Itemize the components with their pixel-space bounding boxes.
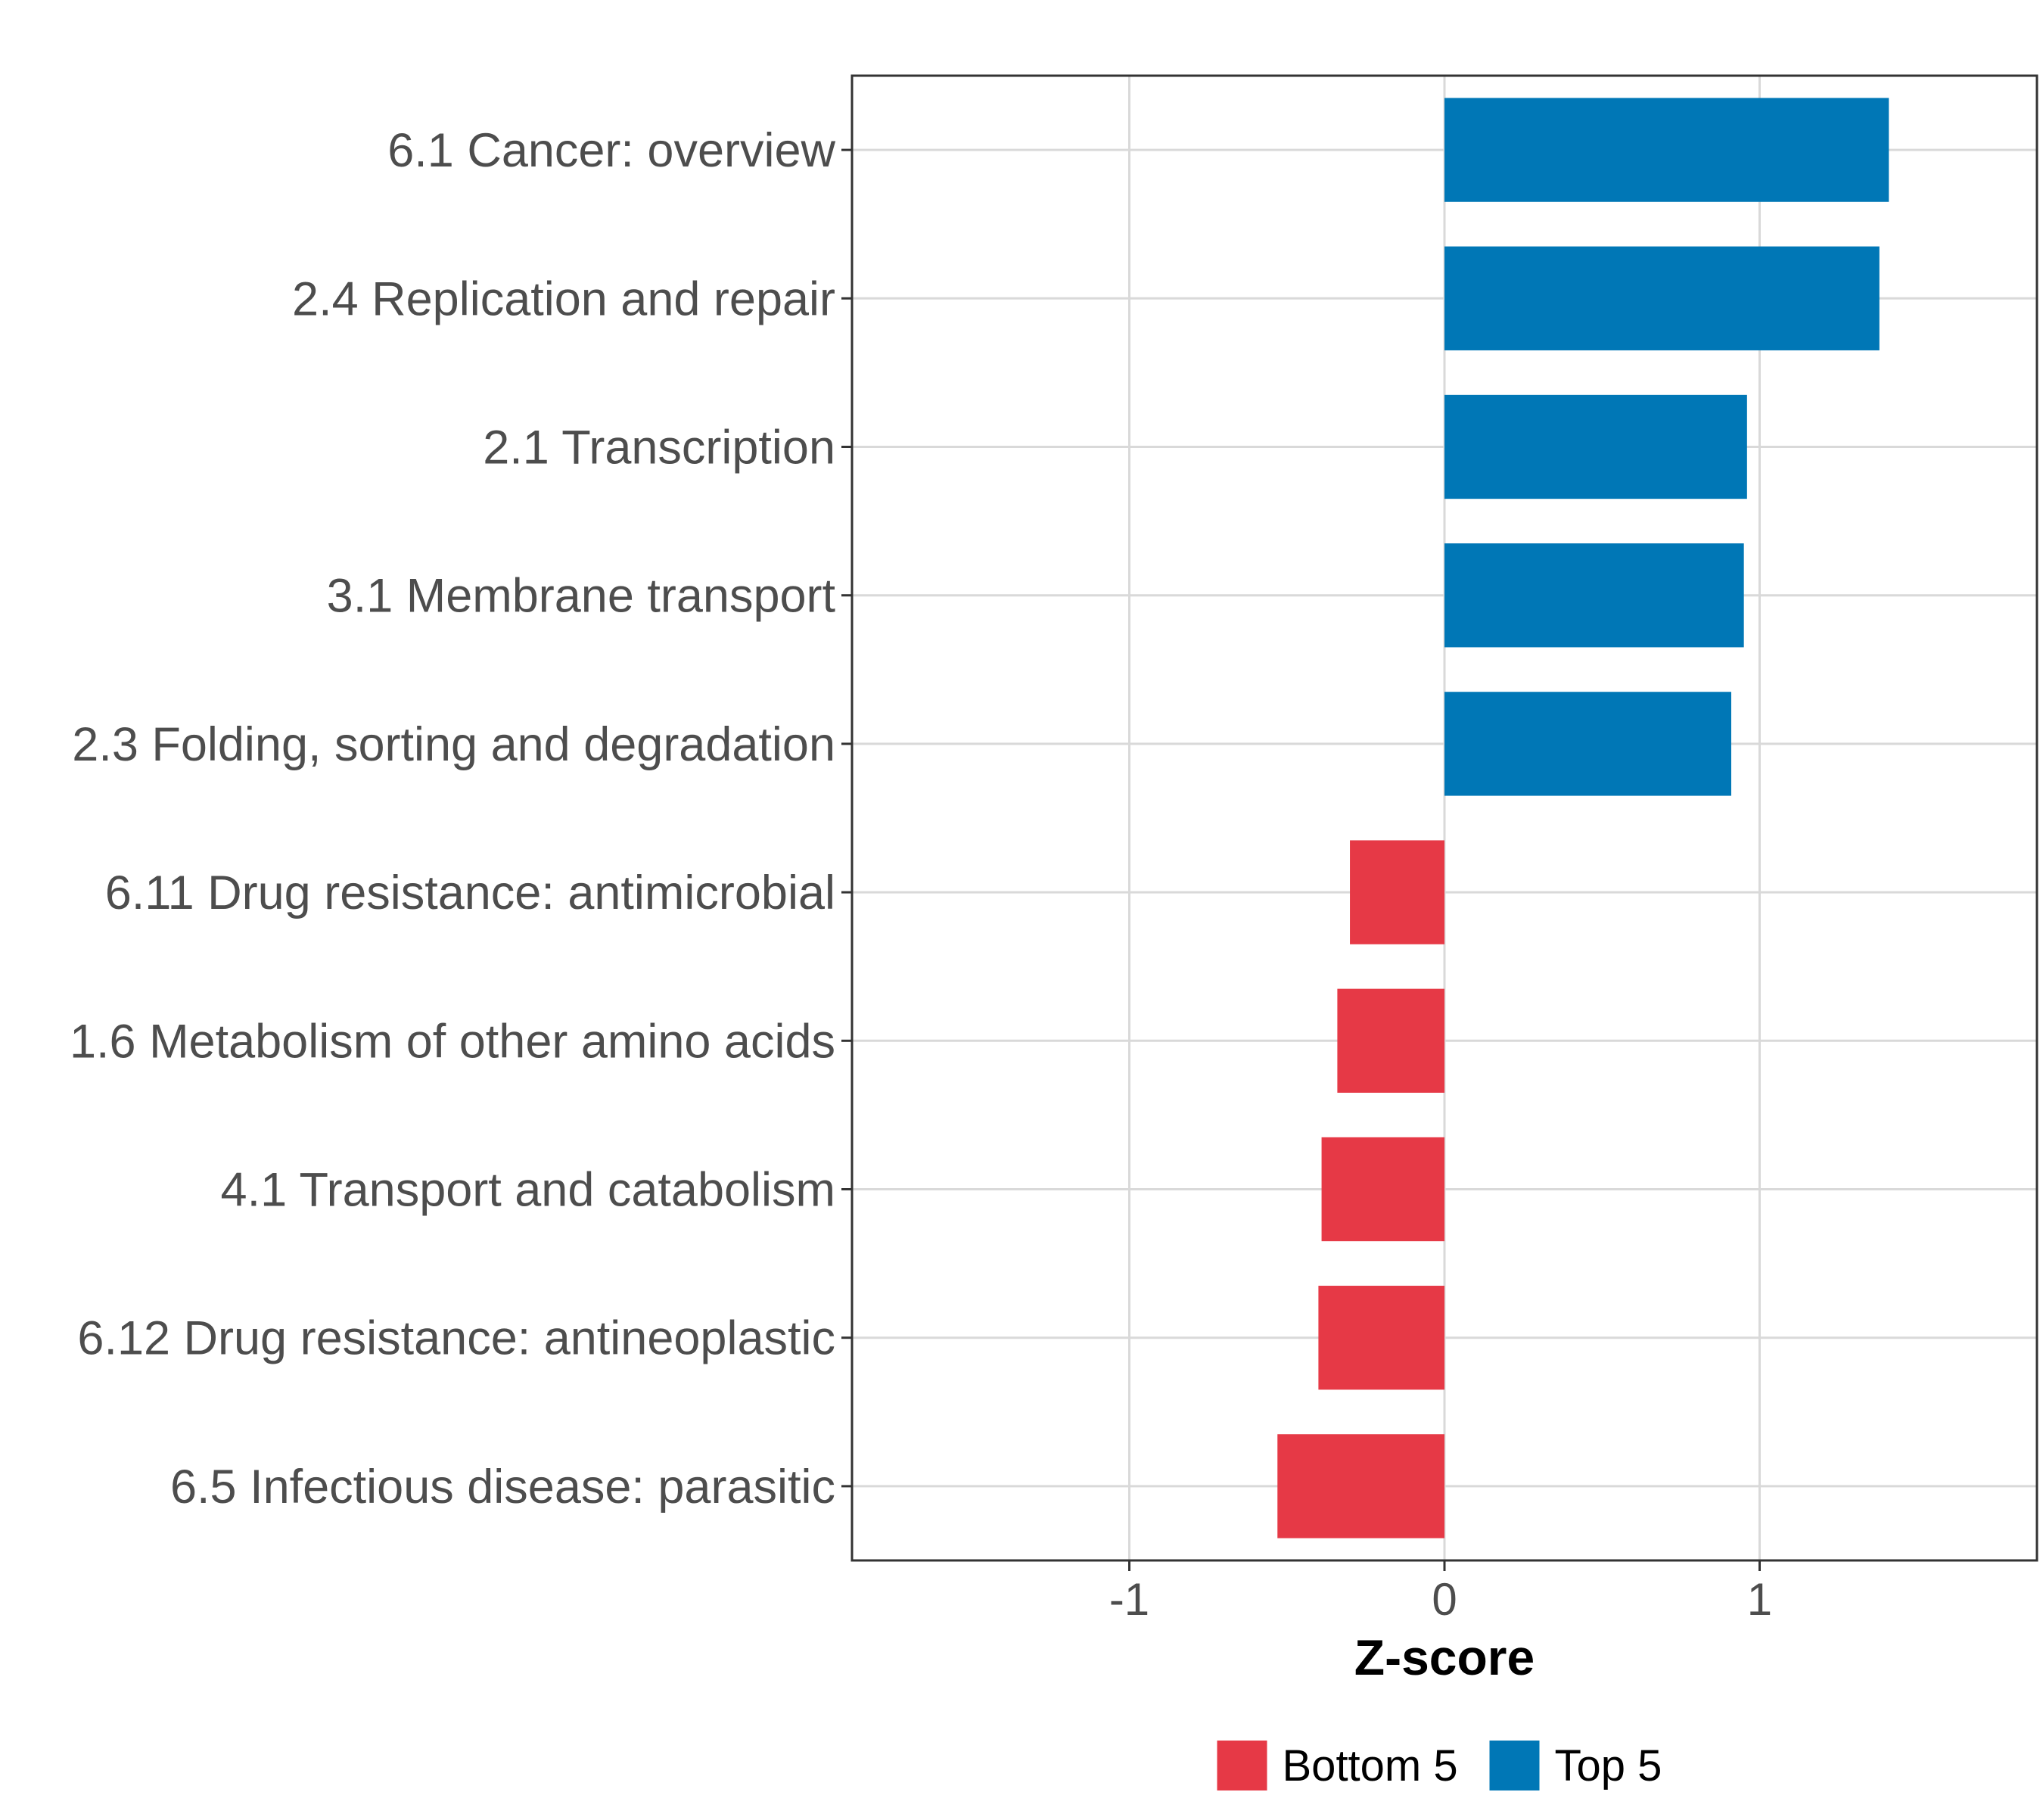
bar xyxy=(1444,246,1880,350)
bar xyxy=(1277,1434,1444,1538)
category-label: 6.11 Drug resistance: antimicrobial xyxy=(105,866,835,919)
x-tick-label: 0 xyxy=(1432,1574,1457,1625)
category-label: 4.1 Transport and catabolism xyxy=(221,1164,835,1217)
x-tick-label: -1 xyxy=(1109,1574,1149,1625)
bar xyxy=(1444,543,1744,648)
category-label: 6.5 Infectious disease: parasitic xyxy=(170,1461,835,1514)
bar xyxy=(1321,1137,1444,1242)
category-label: 2.1 Transcription xyxy=(483,422,835,474)
legend-label: Bottom 5 xyxy=(1283,1741,1458,1790)
legend-swatch xyxy=(1217,1741,1267,1790)
bar xyxy=(1444,98,1889,202)
y-axis: 6.1 Cancer: overview 2.4 Replication and … xyxy=(70,124,852,1514)
category-label: 6.12 Drug resistance: antineoplastic xyxy=(77,1312,835,1365)
legend-label: Top 5 xyxy=(1555,1741,1662,1790)
bar-layer xyxy=(1277,98,1889,1538)
x-axis-title: Z-score xyxy=(1354,1629,1535,1685)
bar xyxy=(1444,692,1732,796)
category-label: 6.1 Cancer: overview xyxy=(387,124,835,177)
category-label: 2.3 Folding, sorting and degradation xyxy=(72,718,835,771)
bar xyxy=(1350,840,1444,944)
x-tick-label: 1 xyxy=(1747,1574,1772,1625)
x-axis: -1 0 1 xyxy=(1109,1560,1772,1625)
legend-swatch xyxy=(1489,1741,1540,1790)
bar xyxy=(1337,988,1444,1093)
bar xyxy=(1444,394,1747,499)
category-label: 2.4 Replication and repair xyxy=(292,272,835,325)
legend: Bottom 5 Top 5 xyxy=(1217,1741,1662,1790)
category-label: 3.1 Membrane transport xyxy=(327,570,836,623)
bar xyxy=(1318,1286,1444,1390)
category-label: 1.6 Metabolism of other amino acids xyxy=(70,1015,835,1068)
